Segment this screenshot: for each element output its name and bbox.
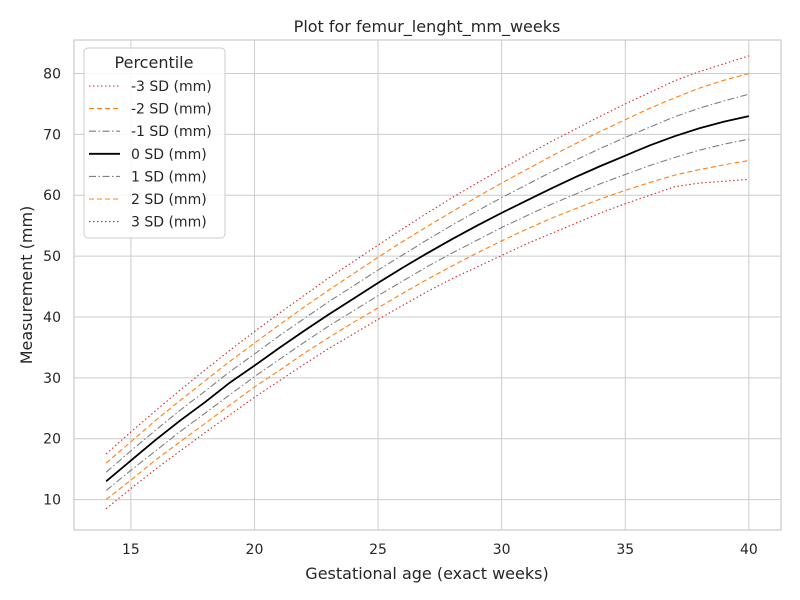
y-tick-label: 50 xyxy=(43,249,61,265)
y-tick-label: 10 xyxy=(43,493,61,509)
series-line-1 xyxy=(105,159,749,501)
legend-label-6: 3 SD (mm) xyxy=(131,215,207,231)
series-line-2 xyxy=(105,138,749,491)
x-tick-label: 25 xyxy=(369,542,387,558)
y-tick-label: 60 xyxy=(43,188,61,204)
legend-label-2: -1 SD (mm) xyxy=(131,124,212,140)
chart-title: Plot for femur_lenght_mm_weeks xyxy=(294,17,561,37)
y-tick-label: 30 xyxy=(43,371,61,387)
legend-label-4: 1 SD (mm) xyxy=(131,169,207,185)
legend-label-1: -2 SD (mm) xyxy=(131,102,212,118)
x-tick-label: 30 xyxy=(493,542,511,558)
series-line-6 xyxy=(105,55,750,455)
y-tick-label: 80 xyxy=(43,66,61,82)
legend-box xyxy=(83,47,226,239)
y-tick-label: 20 xyxy=(43,432,61,448)
legend-title: Percentile xyxy=(115,53,194,72)
y-axis-ticks: 10 20 30 40 50 60 70 80 xyxy=(43,66,61,508)
x-axis-title: Gestational age (exact weeks) xyxy=(305,564,548,583)
legend-label-0: -3 SD (mm) xyxy=(131,79,212,95)
y-tick-label: 70 xyxy=(43,127,61,143)
series-line-5 xyxy=(105,72,750,464)
legend-label-3: 0 SD (mm) xyxy=(131,147,207,163)
series-layer xyxy=(105,55,750,510)
x-axis-ticks: 15 20 25 30 35 40 xyxy=(122,542,758,558)
x-tick-label: 15 xyxy=(122,542,140,558)
x-tick-label: 35 xyxy=(616,542,634,558)
legend: Percentile -3 SD (mm) -2 SD (mm) -1 SD (mm… xyxy=(83,47,226,239)
legend-items: -3 SD (mm) -2 SD (mm) -1 SD (mm) 0 SD (mm) 1… xyxy=(89,79,212,231)
y-axis-title: Measurement (mm) xyxy=(17,206,36,365)
y-tick-label: 40 xyxy=(43,310,61,326)
legend-label-5: 2 SD (mm) xyxy=(131,192,207,208)
series-line-4 xyxy=(105,93,750,473)
x-tick-label: 20 xyxy=(246,542,264,558)
series-line-0 xyxy=(105,178,749,510)
plot-frame xyxy=(73,39,782,531)
grid xyxy=(74,40,781,530)
x-tick-label: 40 xyxy=(740,542,758,558)
series-line-3 xyxy=(105,115,750,482)
